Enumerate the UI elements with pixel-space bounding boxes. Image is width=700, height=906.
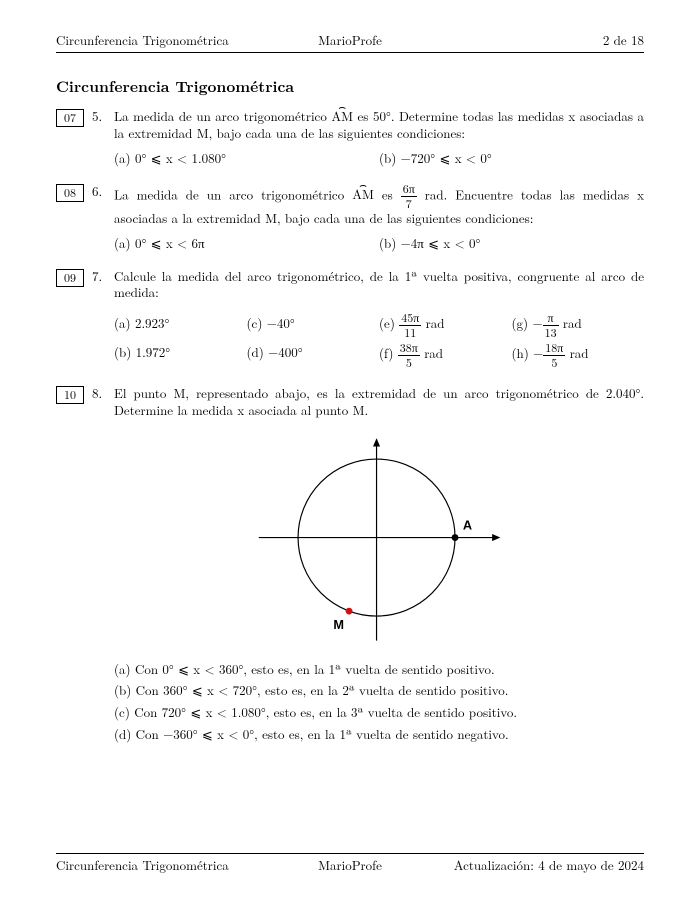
ex7-f-pre: (f) [379, 343, 398, 362]
header-rule [56, 52, 644, 53]
ex7-g-pre: (g) − [512, 313, 543, 332]
ex6-subitems: (a) 0° ⩽ x < 6π (b) −4π ⩽ x < 0° [114, 235, 644, 252]
ex8-subitems: (a) Con 0° ⩽ x < 360°, esto es, en la 1ª… [114, 661, 644, 744]
ex7-e-pre: (e) [379, 313, 399, 332]
exercise-5: 07 5. La medida de un arco trigonométric… [56, 108, 644, 173]
page-header: Circunferencia Trigonométrica MarioProfe… [56, 32, 644, 53]
ex6-text-b: es [374, 184, 401, 203]
frac-den: 13 [543, 326, 559, 339]
ex7-h-suf: rad [565, 343, 588, 362]
ex6-text-a: La medida de un arco trigonométrico [114, 184, 352, 203]
ex7-col3: (e) 45π11 rad (f) 38π5 rad [379, 309, 512, 368]
ex7-g: (g) −π13 rad [512, 309, 645, 339]
unit-circle-figure: A M [249, 425, 509, 655]
frac-den: 5 [398, 356, 420, 369]
ex7-h: (h) −18π5 rad [512, 339, 645, 369]
exercise-body: La medida de un arco trigonométrico AM e… [114, 108, 644, 173]
arc-AM: AM [352, 186, 374, 203]
ex7-col2: (c) −40° (d) −400° [247, 309, 380, 368]
exercise-8: 10 8. El punto M, representado abajo, es… [56, 385, 644, 748]
header-right: 2 de 18 [448, 32, 644, 49]
ex7-f-suf: rad [420, 343, 443, 362]
fraction: 45π11 [399, 312, 421, 339]
fraction: 18π5 [543, 342, 565, 369]
lesson-box-07: 07 [56, 109, 84, 127]
header-left: Circunferencia Trigonométrica [56, 32, 252, 49]
ex8-text: El punto M, representado abajo, es la ex… [114, 383, 644, 419]
exercise-7: 09 7. Calcule la medida del arco trigono… [56, 268, 644, 375]
ex5-subitems: (a) 0° ⩽ x < 1.080° (b) −720° ⩽ x < 0° [114, 150, 644, 167]
ex7-subitems: (a) 2.923° (b) 1.972° (c) −40° (d) −400°… [114, 309, 644, 368]
exercise-number: 6. [92, 183, 110, 200]
ex7-b: (b) 1.972° [114, 338, 247, 367]
exercise-body: Calcule la medida del arco trigonométric… [114, 268, 644, 375]
ex7-g-suf: rad [559, 313, 582, 332]
exercise-body: La medida de un arco trigonométrico AM e… [114, 183, 644, 258]
ex8-d: (d) Con −360° ⩽ x < 0°, esto es, en la 1… [114, 726, 644, 743]
fraction-6pi-7: 6π7 [401, 183, 417, 210]
exercise-number: 8. [92, 385, 110, 402]
arc-AM: AM [331, 108, 353, 125]
ex8-b: (b) Con 360° ⩽ x < 720°, esto es, en la … [114, 682, 644, 699]
exercise-number: 5. [92, 108, 110, 125]
exercise-body: El punto M, representado abajo, es la ex… [114, 385, 644, 748]
fraction: π13 [543, 312, 559, 339]
fraction: 38π5 [398, 342, 420, 369]
label-A: A [463, 517, 472, 532]
ex7-text: Calcule la medida del arco trigonométric… [114, 266, 644, 302]
ex5-a: (a) 0° ⩽ x < 1.080° [114, 150, 379, 167]
ex6-b: (b) −4π ⩽ x < 0° [379, 235, 644, 252]
ex5-b: (b) −720° ⩽ x < 0° [379, 150, 644, 167]
ex6-a: (a) 0° ⩽ x < 6π [114, 235, 379, 252]
footer-rule [56, 853, 644, 854]
page: Circunferencia Trigonométrica MarioProfe… [0, 0, 700, 906]
header-center: MarioProfe [252, 32, 448, 49]
ex8-c: (c) Con 720° ⩽ x < 1.080°, esto es, en l… [114, 704, 644, 721]
ex7-d: (d) −400° [247, 338, 380, 367]
footer-left: Circunferencia Trigonométrica [56, 857, 252, 874]
ex7-col1: (a) 2.923° (b) 1.972° [114, 309, 247, 368]
ex7-e-suf: rad [421, 313, 444, 332]
content: Circunferencia Trigonométrica 07 5. La m… [56, 66, 644, 846]
frac-den: 5 [543, 356, 565, 369]
lesson-box-10: 10 [56, 386, 84, 404]
ex7-col4: (g) −π13 rad (h) −18π5 rad [512, 309, 645, 368]
exercise-number: 7. [92, 268, 110, 285]
point-A [452, 534, 459, 541]
footer-center: MarioProfe [252, 857, 448, 874]
lesson-box-08: 08 [56, 184, 84, 202]
lesson-box-09: 09 [56, 269, 84, 287]
page-footer: Circunferencia Trigonométrica MarioProfe… [56, 853, 644, 874]
section-title: Circunferencia Trigonométrica [56, 76, 644, 96]
frac-den: 11 [399, 326, 421, 339]
ex7-f: (f) 38π5 rad [379, 339, 512, 369]
exercise-6: 08 6. La medida de un arco trigonométric… [56, 183, 644, 258]
ex7-h-pre: (h) − [512, 343, 544, 362]
ex7-c: (c) −40° [247, 309, 380, 338]
footer-right: Actualización: 4 de mayo de 2024 [448, 857, 644, 874]
ex7-a: (a) 2.923° [114, 309, 247, 338]
ex8-a: (a) Con 0° ⩽ x < 360°, esto es, en la 1ª… [114, 661, 644, 678]
label-M: M [333, 616, 344, 631]
ex7-e: (e) 45π11 rad [379, 309, 512, 339]
point-M [346, 607, 353, 614]
